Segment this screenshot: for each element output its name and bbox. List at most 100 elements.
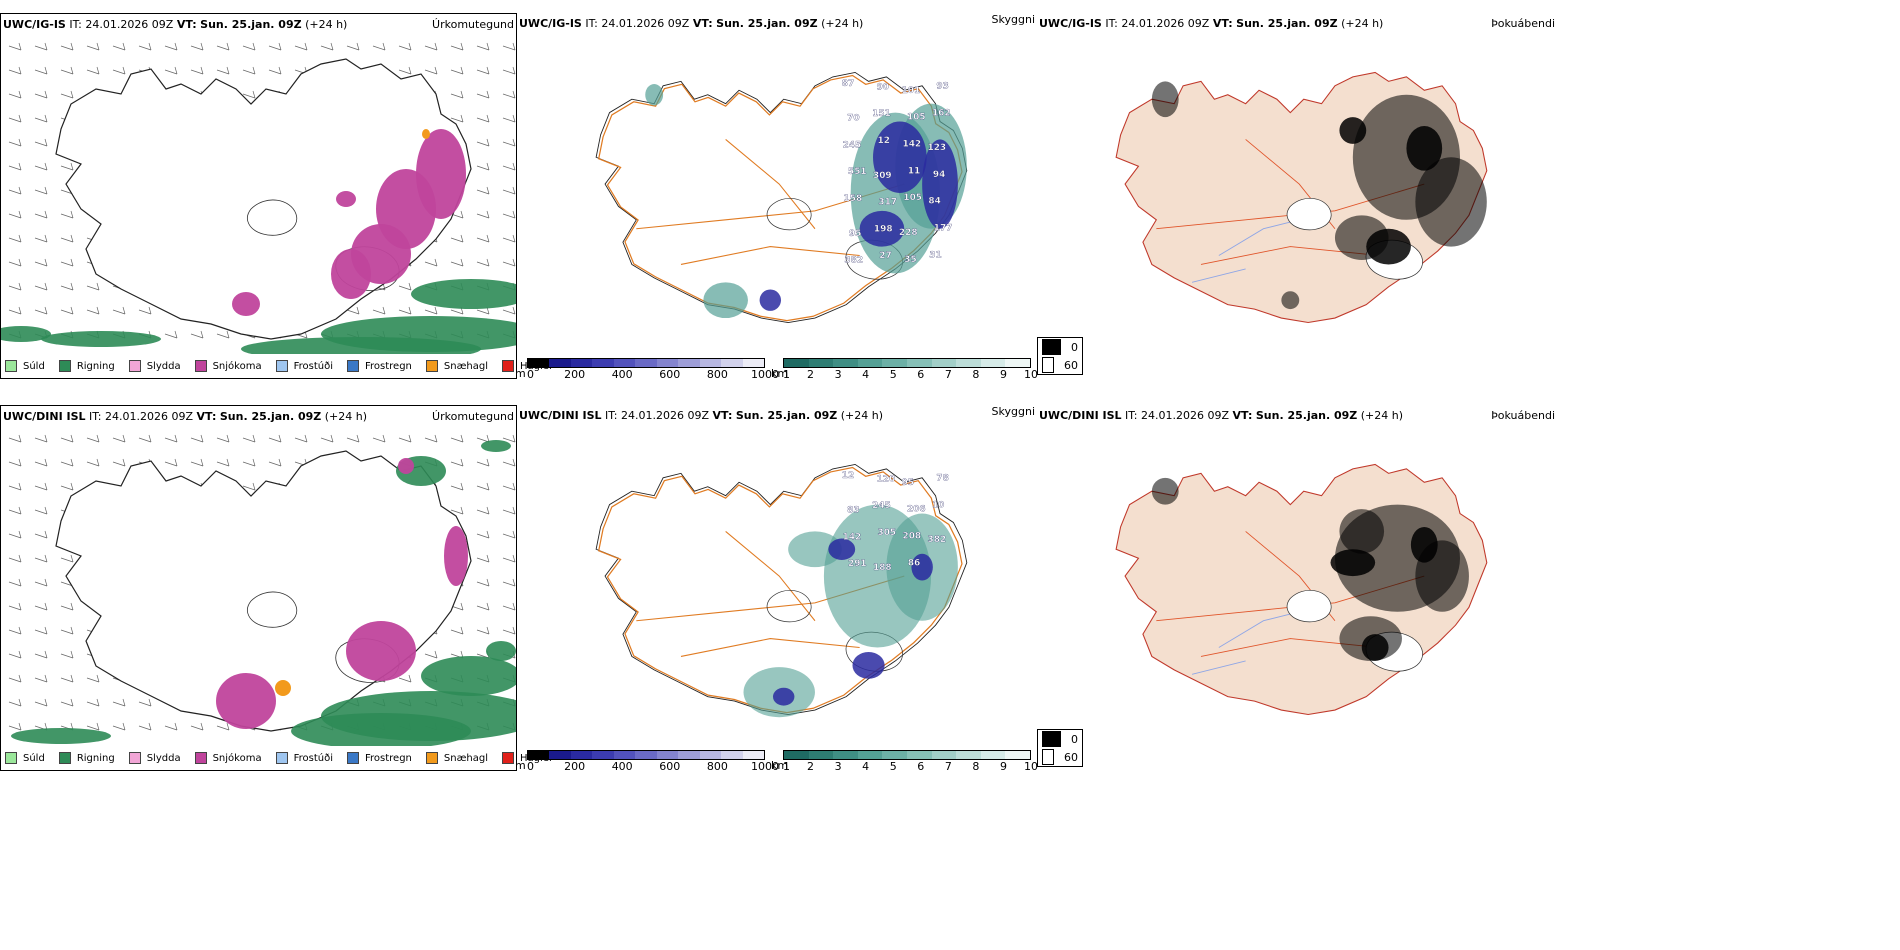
- field-blob: [336, 191, 356, 207]
- iceland-map: [1115, 71, 1488, 324]
- cloud-base-label: 94: [933, 170, 945, 180]
- forecast-header: UWC/IG-IS IT: 24.01.2026 09Z VT: Sun. 25…: [519, 17, 864, 30]
- colorbar-tick: 8: [972, 368, 980, 381]
- legend-swatch: [502, 752, 515, 764]
- iceland-map: 87 90 101 93 70 151 105 162 245 12 142 123 551 309 11 9…: [595, 71, 968, 323]
- legend-swatch: [58, 752, 71, 764]
- field-blob: [346, 621, 416, 681]
- field-blob: [1151, 81, 1179, 118]
- field-blob: [645, 84, 664, 106]
- visibility-colorbar: km 1 2 3 4 5 6 7 8 9 10: [771, 358, 1038, 382]
- field-blob: [481, 440, 511, 452]
- colorbar-tick: 5: [889, 760, 897, 773]
- forecast-header: UWC/IG-IS IT: 24.01.2026 09Z VT: Sun. 25…: [1039, 17, 1384, 30]
- precip-type-legend: Súld Rigning Slydda Snjókoma Frostúði Frostre…: [5, 748, 566, 768]
- fog-panel-dini: UWC/DINI ISL IT: 24.01.2026 09Z VT: Sun.…: [1037, 405, 1557, 771]
- field-blob: [911, 553, 933, 581]
- field-blob: [1366, 228, 1411, 265]
- colorbar-step: [721, 751, 743, 759]
- colorbar-step: [1005, 359, 1030, 367]
- field-blob: [1339, 509, 1385, 554]
- colorbar-tick: 9: [999, 760, 1007, 773]
- colorbar-step: [857, 751, 883, 759]
- fog-panel-igis: UWC/IG-IS IT: 24.01.2026 09Z VT: Sun. 25…: [1037, 13, 1557, 379]
- colorbar-tick: 1: [783, 760, 790, 773]
- colorbar-step: [882, 359, 907, 367]
- legend-label: Frostúði: [293, 752, 333, 764]
- legend-label: Snæhagl: [443, 360, 489, 372]
- legend-label: Súld: [23, 752, 45, 764]
- legend-swatch: [275, 360, 288, 372]
- field-blob: [275, 680, 291, 696]
- legend-item: Frostúði: [275, 752, 333, 764]
- colorbar-unit: km: [771, 367, 789, 380]
- cloud-base-colorbar: m 0 200 400 600 800 1000: [515, 358, 779, 382]
- cloud-base-label: 78: [936, 473, 948, 483]
- cloud-base-label: 382: [844, 256, 863, 266]
- cloud-base-label: 87: [842, 79, 854, 89]
- cloud-base-label: 12: [842, 471, 854, 481]
- panel-title: Úrkomutegund: [432, 410, 514, 423]
- legend-swatch: [425, 752, 438, 764]
- cloud-base-label: 86: [908, 558, 920, 568]
- legend-swatch: [58, 360, 71, 372]
- field-blob: [444, 526, 468, 586]
- cloud-visibility-panel-igis: UWC/IG-IS IT: 24.01.2026 09Z VT: Sun. 25…: [515, 13, 1038, 382]
- field-blob: [1330, 549, 1376, 577]
- glacier-outline: [247, 591, 298, 628]
- colorbar-step: [699, 751, 722, 759]
- fog-legend-swatch: [1042, 749, 1054, 765]
- colorbar-unit: m: [515, 759, 526, 772]
- field-blob: [11, 728, 111, 744]
- cloud-base-label: 317: [878, 198, 897, 208]
- glacier-outline: [766, 198, 812, 231]
- legend-swatch: [347, 360, 359, 372]
- colorbar-step: [1005, 751, 1030, 759]
- legend-label: Slydda: [146, 752, 181, 764]
- precip-type-panel-dini: UWC/DINI ISL IT: 24.01.2026 09Z VT: Sun.…: [0, 405, 552, 771]
- colorbar-step: [808, 751, 834, 759]
- colorbar-step: [906, 751, 932, 759]
- legend-swatch: [425, 360, 438, 372]
- forecast-header: UWC/IG-IS IT: 24.01.2026 09Z VT: Sun. 25…: [3, 18, 348, 31]
- colorbar-step: [570, 359, 593, 367]
- cloud-base-label: 162: [932, 108, 951, 118]
- field-blob: [411, 279, 516, 309]
- field-blob: [486, 641, 516, 661]
- colorbar-tick: 3: [834, 760, 842, 773]
- colorbar-unit: km: [771, 759, 789, 772]
- legend-item: Frostúði: [275, 360, 333, 372]
- colorbar-ramp: [527, 358, 765, 368]
- colorbar-step: [980, 359, 1006, 367]
- cloud-base-label: 70: [847, 114, 859, 124]
- colorbar-unit: m: [515, 367, 526, 380]
- colorbar-step: [956, 751, 981, 759]
- cloud-base-label: 198: [874, 224, 893, 234]
- colorbar-ramp: [783, 750, 1031, 760]
- cloud-base-label: 291: [848, 559, 867, 569]
- cloud-base-label: 158: [844, 194, 863, 204]
- legend-item: Frostregn: [347, 752, 412, 764]
- cloud-base-label: 382: [928, 535, 947, 545]
- colorbar-tick: 3: [834, 368, 842, 381]
- cloud-base-label: 305: [877, 528, 896, 538]
- colorbar-tick: 200: [564, 368, 586, 381]
- field-blob: [1406, 126, 1443, 171]
- fog-legend-label: 60: [1064, 750, 1078, 764]
- cloud-base-label: 10: [932, 500, 944, 510]
- fog-legend-label: 0: [1071, 732, 1078, 746]
- colorbar-tick: 4: [862, 760, 870, 773]
- cloud-base-label: 12: [877, 136, 889, 146]
- legend-item: Snjókoma: [194, 360, 262, 372]
- colorbar-step: [882, 751, 907, 759]
- colorbar-step: [857, 359, 883, 367]
- cloud-base-label: 228: [899, 228, 918, 238]
- forecast-header: UWC/DINI ISL IT: 24.01.2026 09Z VT: Sun.…: [3, 410, 368, 423]
- field-blob: [1, 326, 51, 342]
- legend-item: Súld: [5, 360, 45, 372]
- field-blob: [703, 282, 748, 319]
- iceland-map: 12 120 95 78 83 245 206 10 142 305 208 382 291 188 86: [595, 463, 968, 718]
- field-blob: [232, 292, 260, 316]
- colorbar-step: [678, 751, 700, 759]
- colorbar-step: [549, 359, 571, 367]
